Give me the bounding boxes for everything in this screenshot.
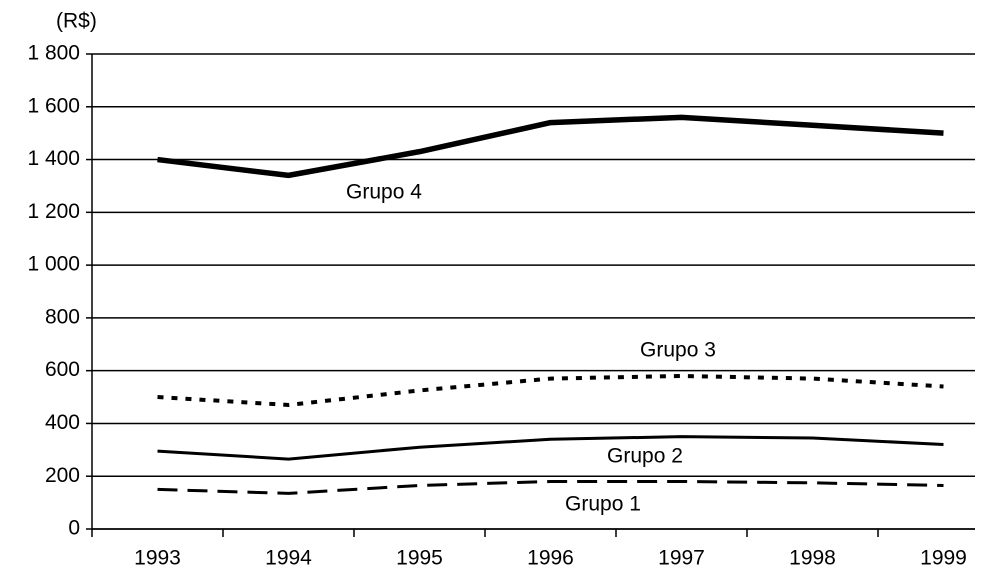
- y-tick-label: 200: [45, 464, 80, 487]
- y-axis-label: (R$): [56, 10, 97, 33]
- y-tick-label: 1 800: [27, 42, 80, 65]
- series-label: Grupo 1: [565, 493, 641, 516]
- y-tick-label: 1 400: [27, 147, 80, 170]
- y-tick-label: 1 600: [27, 94, 80, 117]
- series-label: Grupo 2: [607, 445, 683, 468]
- series-label: Grupo 4: [346, 181, 422, 204]
- series-line: [157, 480, 944, 495]
- x-tick-label: 1993: [134, 547, 181, 570]
- y-tick-label: 1 200: [27, 200, 80, 223]
- y-tick-label: 400: [45, 411, 80, 434]
- x-tick-label: 1994: [265, 547, 312, 570]
- x-tick-label: 1996: [527, 547, 574, 570]
- series-line: [157, 114, 944, 179]
- series-label: Grupo 3: [640, 339, 716, 362]
- x-tick-label: 1999: [920, 547, 967, 570]
- x-tick-label: 1997: [658, 547, 705, 570]
- x-tick-label: 1995: [396, 547, 443, 570]
- x-tick-label: 1998: [789, 547, 836, 570]
- series-line: [157, 435, 944, 461]
- series-line: [157, 373, 944, 407]
- y-tick-label: 0: [68, 517, 80, 540]
- y-tick-label: 600: [45, 358, 80, 381]
- y-tick-label: 1 000: [27, 253, 80, 276]
- y-tick-label: 800: [45, 305, 80, 328]
